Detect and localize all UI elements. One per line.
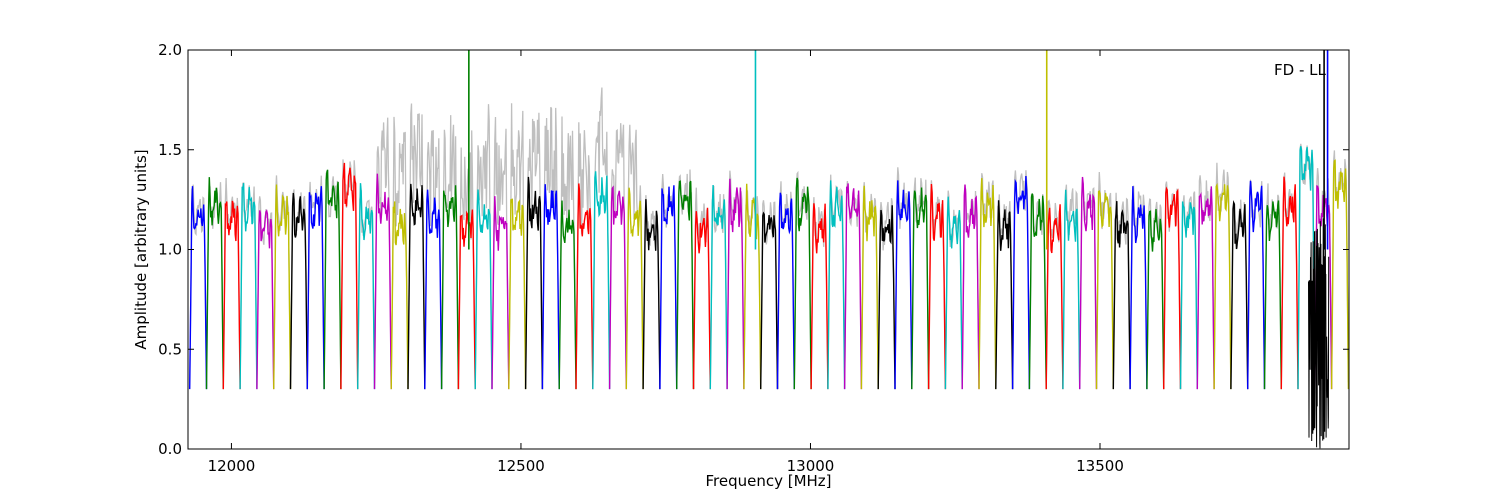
noise-trace (1308, 218, 1330, 449)
channel-trace (1011, 175, 1031, 390)
channel-trace (1179, 201, 1198, 390)
channel-trace (1263, 200, 1282, 390)
x-tick-label: 13000 (787, 457, 835, 475)
channel-trace (558, 200, 577, 390)
channel-trace (843, 183, 863, 390)
channel-trace (440, 185, 460, 390)
channel-trace (491, 196, 510, 390)
y-axis-label: Amplitude [arbitrary units] (132, 149, 150, 349)
channel-trace (575, 183, 594, 390)
y-tick-label: 0.5 (158, 340, 182, 358)
channel-trace (1112, 201, 1131, 390)
channel-trace (810, 203, 829, 390)
x-tick-label: 12000 (208, 457, 256, 475)
channel-trace (1129, 186, 1148, 390)
channel-trace (1314, 185, 1333, 390)
channel-trace (357, 183, 376, 390)
channel-trace (239, 183, 258, 390)
channel-trace (407, 183, 426, 390)
channel-trace (323, 169, 342, 390)
y-tick-label: 1.0 (158, 241, 182, 259)
channel-trace (1062, 189, 1081, 390)
channel-trace (1146, 209, 1165, 390)
channel-trace (642, 199, 661, 390)
channel-trace (1045, 204, 1064, 390)
y-tick-label: 2.0 (158, 41, 182, 59)
channel-trace (726, 178, 745, 390)
x-axis-label: Frequency [MHz] (705, 472, 831, 490)
y-tick-label: 1.5 (158, 141, 182, 159)
channel-trace (692, 207, 711, 390)
channel-trace (1280, 176, 1299, 390)
channel-trace (289, 192, 308, 390)
channel-trace (508, 198, 527, 390)
channel-trace (625, 187, 644, 390)
channel-trace (1163, 186, 1182, 390)
channel-trace (541, 184, 560, 390)
channel-trace (189, 186, 208, 390)
channel-trace (306, 186, 325, 390)
channel-trace (827, 180, 846, 390)
channel-trace (608, 185, 627, 390)
tick-layer: 12000 12500 13000 13500 0.0 0.5 1.0 1.5 2.0 (158, 41, 1349, 475)
channel-trace (524, 176, 544, 390)
channel-trace (1196, 186, 1215, 390)
plot-frame (187, 49, 1350, 450)
channel-trace (776, 192, 795, 390)
channel-trace (978, 178, 997, 390)
channel-trace (222, 200, 241, 390)
channel-trace (256, 209, 275, 390)
channel-trace (743, 183, 762, 390)
channel-trace (457, 209, 476, 390)
channel-trace (340, 162, 359, 390)
channel-trace (424, 189, 443, 390)
channel-trace (592, 171, 611, 390)
channel-trace (1095, 189, 1114, 390)
channel-trace (1247, 180, 1266, 390)
channel-trace (205, 177, 224, 390)
plot-annotation: FD - LL (1274, 61, 1326, 79)
y-tick-label: 0.0 (158, 440, 182, 458)
channel-trace (1297, 146, 1316, 390)
x-tick-label: 13500 (1076, 457, 1124, 475)
channel-trace (927, 183, 947, 390)
channel-trace (1330, 159, 1349, 390)
channel-trace (474, 189, 493, 390)
channel-trace (995, 200, 1014, 390)
channel-trace (1079, 176, 1098, 390)
channel-trace (390, 201, 409, 390)
channel-trace (860, 185, 879, 390)
x-tick-label: 12500 (497, 457, 545, 475)
channel-trace (373, 173, 392, 390)
channel-trace (894, 180, 913, 390)
channel-trace (911, 187, 930, 390)
trace-layer (189, 50, 1349, 449)
channel-trace (760, 211, 779, 390)
channel-trace (793, 177, 812, 390)
channel-trace (709, 184, 728, 390)
channel-trace (1213, 182, 1232, 390)
channel-trace (659, 185, 678, 390)
channel-trace (1230, 200, 1249, 390)
channel-trace (961, 184, 980, 390)
channel-trace (273, 184, 292, 390)
channel-trace (944, 196, 963, 390)
channel-trace (1028, 193, 1047, 390)
channel-trace (676, 180, 695, 390)
channel-trace (877, 205, 896, 390)
